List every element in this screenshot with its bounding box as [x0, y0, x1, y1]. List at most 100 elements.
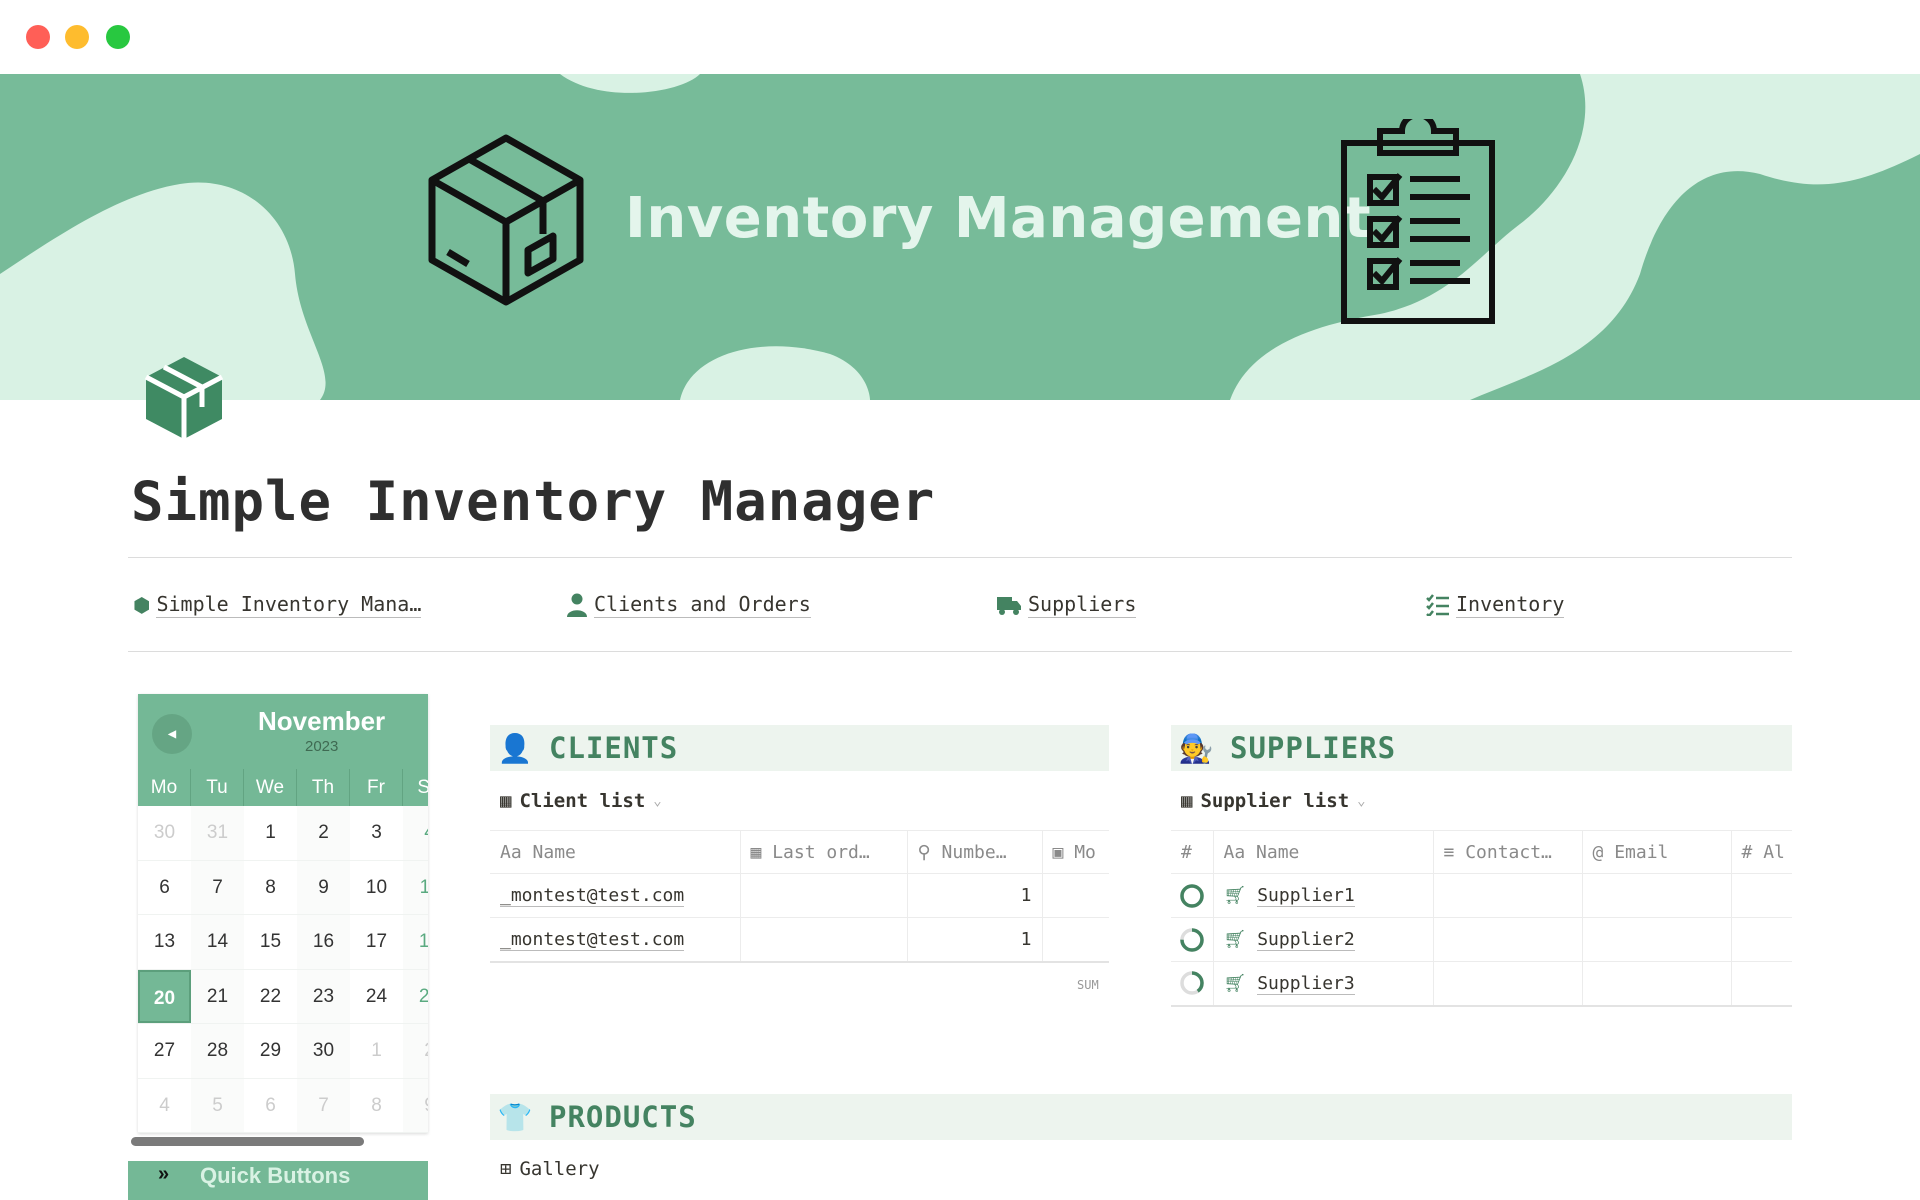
gallery-view-selector[interactable]: ⊞ Gallery: [500, 1158, 600, 1180]
calendar-day[interactable]: 30: [153, 822, 176, 843]
table-row[interactable]: 🛒︎ Supplier3: [1171, 961, 1792, 1007]
calendar-day[interactable]: 22: [259, 985, 282, 1007]
column-header-number[interactable]: ⚲ Numbe…: [907, 830, 1043, 874]
number-cell[interactable]: [1731, 961, 1792, 1007]
previous-month-button[interactable]: ◀: [152, 714, 192, 754]
supplier-name[interactable]: Supplier2: [1257, 929, 1355, 951]
supplier-name-cell[interactable]: 🛒︎ Supplier1: [1213, 873, 1434, 918]
calendar-day[interactable]: 17: [365, 931, 388, 952]
column-header-last-order[interactable]: ▦ Last ord…: [740, 830, 908, 874]
column-label: Email: [1614, 841, 1669, 863]
client-list-view-selector[interactable]: ▦ Client list ⌄: [500, 790, 662, 812]
calendar-day[interactable]: 23: [297, 969, 350, 1023]
nav-link-clients-and-orders[interactable]: Clients and Orders: [566, 591, 811, 618]
calendar-day[interactable]: 14: [191, 915, 244, 969]
nav-link-label: Simple Inventory Mana…: [156, 592, 422, 618]
last-order-cell[interactable]: [740, 917, 908, 963]
calendar-week: 13 14 15 16 17 18: [138, 915, 428, 970]
calendar-day[interactable]: 27: [153, 1040, 176, 1061]
email-cell[interactable]: [1582, 873, 1732, 918]
calendar-day[interactable]: 16: [297, 915, 350, 969]
table-row[interactable]: 🛒︎ Supplier1: [1171, 873, 1792, 918]
nav-link-inventory[interactable]: Inventory: [1426, 591, 1565, 618]
supplier-name[interactable]: Supplier3: [1257, 972, 1355, 995]
calendar-day[interactable]: 15: [259, 931, 282, 952]
column-label: Name: [532, 841, 576, 863]
number-cell[interactable]: [1731, 873, 1792, 918]
supplier-list-view-selector[interactable]: ▦ Supplier list ⌄: [1181, 790, 1366, 812]
column-header-email[interactable]: @ Email: [1582, 830, 1732, 874]
calendar-day[interactable]: 25: [403, 969, 428, 1023]
calendar-day[interactable]: 29: [259, 1040, 282, 1061]
contact-cell[interactable]: [1433, 961, 1583, 1007]
calendar-day[interactable]: 7: [297, 1078, 350, 1132]
calendar-day[interactable]: 2: [297, 806, 350, 860]
nav-link-simple-inventory-manager[interactable]: ⬢ Simple Inventory Mana…: [133, 591, 422, 618]
supplier-name[interactable]: Supplier1: [1257, 885, 1355, 907]
table-row[interactable]: 🛒︎ Supplier2: [1171, 917, 1792, 962]
calendar-day[interactable]: 3: [371, 822, 382, 843]
calendar-day[interactable]: 8: [265, 876, 276, 898]
calendar-day[interactable]: 1: [265, 822, 276, 843]
table-row[interactable]: _montest@test.com 1: [490, 917, 1109, 963]
calendar-day[interactable]: 1: [371, 1040, 382, 1061]
contact-cell[interactable]: [1433, 873, 1583, 918]
calendar-day[interactable]: 4: [403, 806, 428, 860]
contact-cell[interactable]: [1433, 917, 1583, 962]
nav-link-suppliers[interactable]: Suppliers: [996, 591, 1137, 618]
calendar-day[interactable]: 21: [191, 969, 244, 1023]
calendar-day[interactable]: 7: [191, 860, 244, 914]
calendar-day[interactable]: 6: [159, 876, 170, 898]
table-row[interactable]: _montest@test.com 1: [490, 873, 1109, 918]
column-header-name[interactable]: Aa Name: [490, 830, 741, 874]
client-name[interactable]: _montest@test.com: [500, 885, 685, 907]
email-cell[interactable]: [1582, 961, 1732, 1007]
table-icon: ▦: [500, 790, 512, 812]
calendar-day[interactable]: 31: [191, 806, 244, 860]
column-header-money[interactable]: ▣ Mo: [1042, 830, 1109, 874]
progress-ring: [1180, 971, 1204, 995]
maximize-button[interactable]: [106, 25, 130, 49]
calendar-day[interactable]: 13: [153, 931, 176, 952]
money-cell[interactable]: [1042, 917, 1109, 963]
minimize-button[interactable]: [65, 25, 89, 49]
column-header-name[interactable]: Aa Name: [1213, 830, 1434, 874]
calendar-day[interactable]: 10: [365, 876, 388, 898]
column-header-progress[interactable]: #: [1171, 830, 1214, 874]
calendar-day[interactable]: 24: [365, 985, 388, 1007]
calendar-day[interactable]: 28: [191, 1024, 244, 1078]
clipboard-checklist-icon: [1341, 119, 1495, 324]
money-cell[interactable]: [1042, 873, 1109, 918]
supplier-name-cell[interactable]: 🛒︎ Supplier3: [1213, 961, 1434, 1007]
client-name[interactable]: _montest@test.com: [500, 928, 685, 951]
quick-buttons-header[interactable]: » Quick Buttons: [128, 1161, 428, 1200]
page-title: Simple Inventory Manager: [131, 470, 936, 533]
sum-footer[interactable]: SUM: [1077, 978, 1099, 992]
clients-table: Aa Name ▦ Last ord… ⚲ Numbe… ▣ Mo _monte…: [490, 830, 1109, 963]
number-cell[interactable]: 1: [907, 917, 1043, 963]
calendar-scrollbar[interactable]: [131, 1137, 364, 1146]
calendar-day[interactable]: 30: [297, 1024, 350, 1078]
divider: [128, 557, 1792, 558]
shopping-cart-icon: 🛒︎: [1223, 972, 1247, 994]
email-cell[interactable]: [1582, 917, 1732, 962]
calendar-day[interactable]: 18: [403, 915, 428, 969]
calendar-day[interactable]: 9: [297, 860, 350, 914]
calendar-day[interactable]: 6: [265, 1094, 276, 1116]
calendar-day[interactable]: 5: [191, 1078, 244, 1132]
close-button[interactable]: [26, 25, 50, 49]
number-cell[interactable]: 1: [907, 873, 1043, 918]
calendar-day[interactable]: 11: [403, 860, 428, 914]
products-section-header: 👕 PRODUCTS: [490, 1094, 1792, 1140]
number-cell[interactable]: [1731, 917, 1792, 962]
last-order-cell[interactable]: [740, 873, 908, 918]
calendar-day[interactable]: 4: [159, 1094, 170, 1116]
calendar-day[interactable]: 2: [403, 1024, 428, 1078]
column-header-number[interactable]: # Al: [1731, 830, 1792, 874]
column-header-contact[interactable]: ≡ Contact…: [1433, 830, 1583, 874]
calendar-day-today[interactable]: 20: [138, 969, 191, 1023]
calendar-day[interactable]: 9: [403, 1078, 428, 1132]
calendar-day[interactable]: 8: [371, 1094, 382, 1116]
supplier-name-cell[interactable]: 🛒︎ Supplier2: [1213, 917, 1434, 962]
view-name: Supplier list: [1200, 790, 1350, 812]
